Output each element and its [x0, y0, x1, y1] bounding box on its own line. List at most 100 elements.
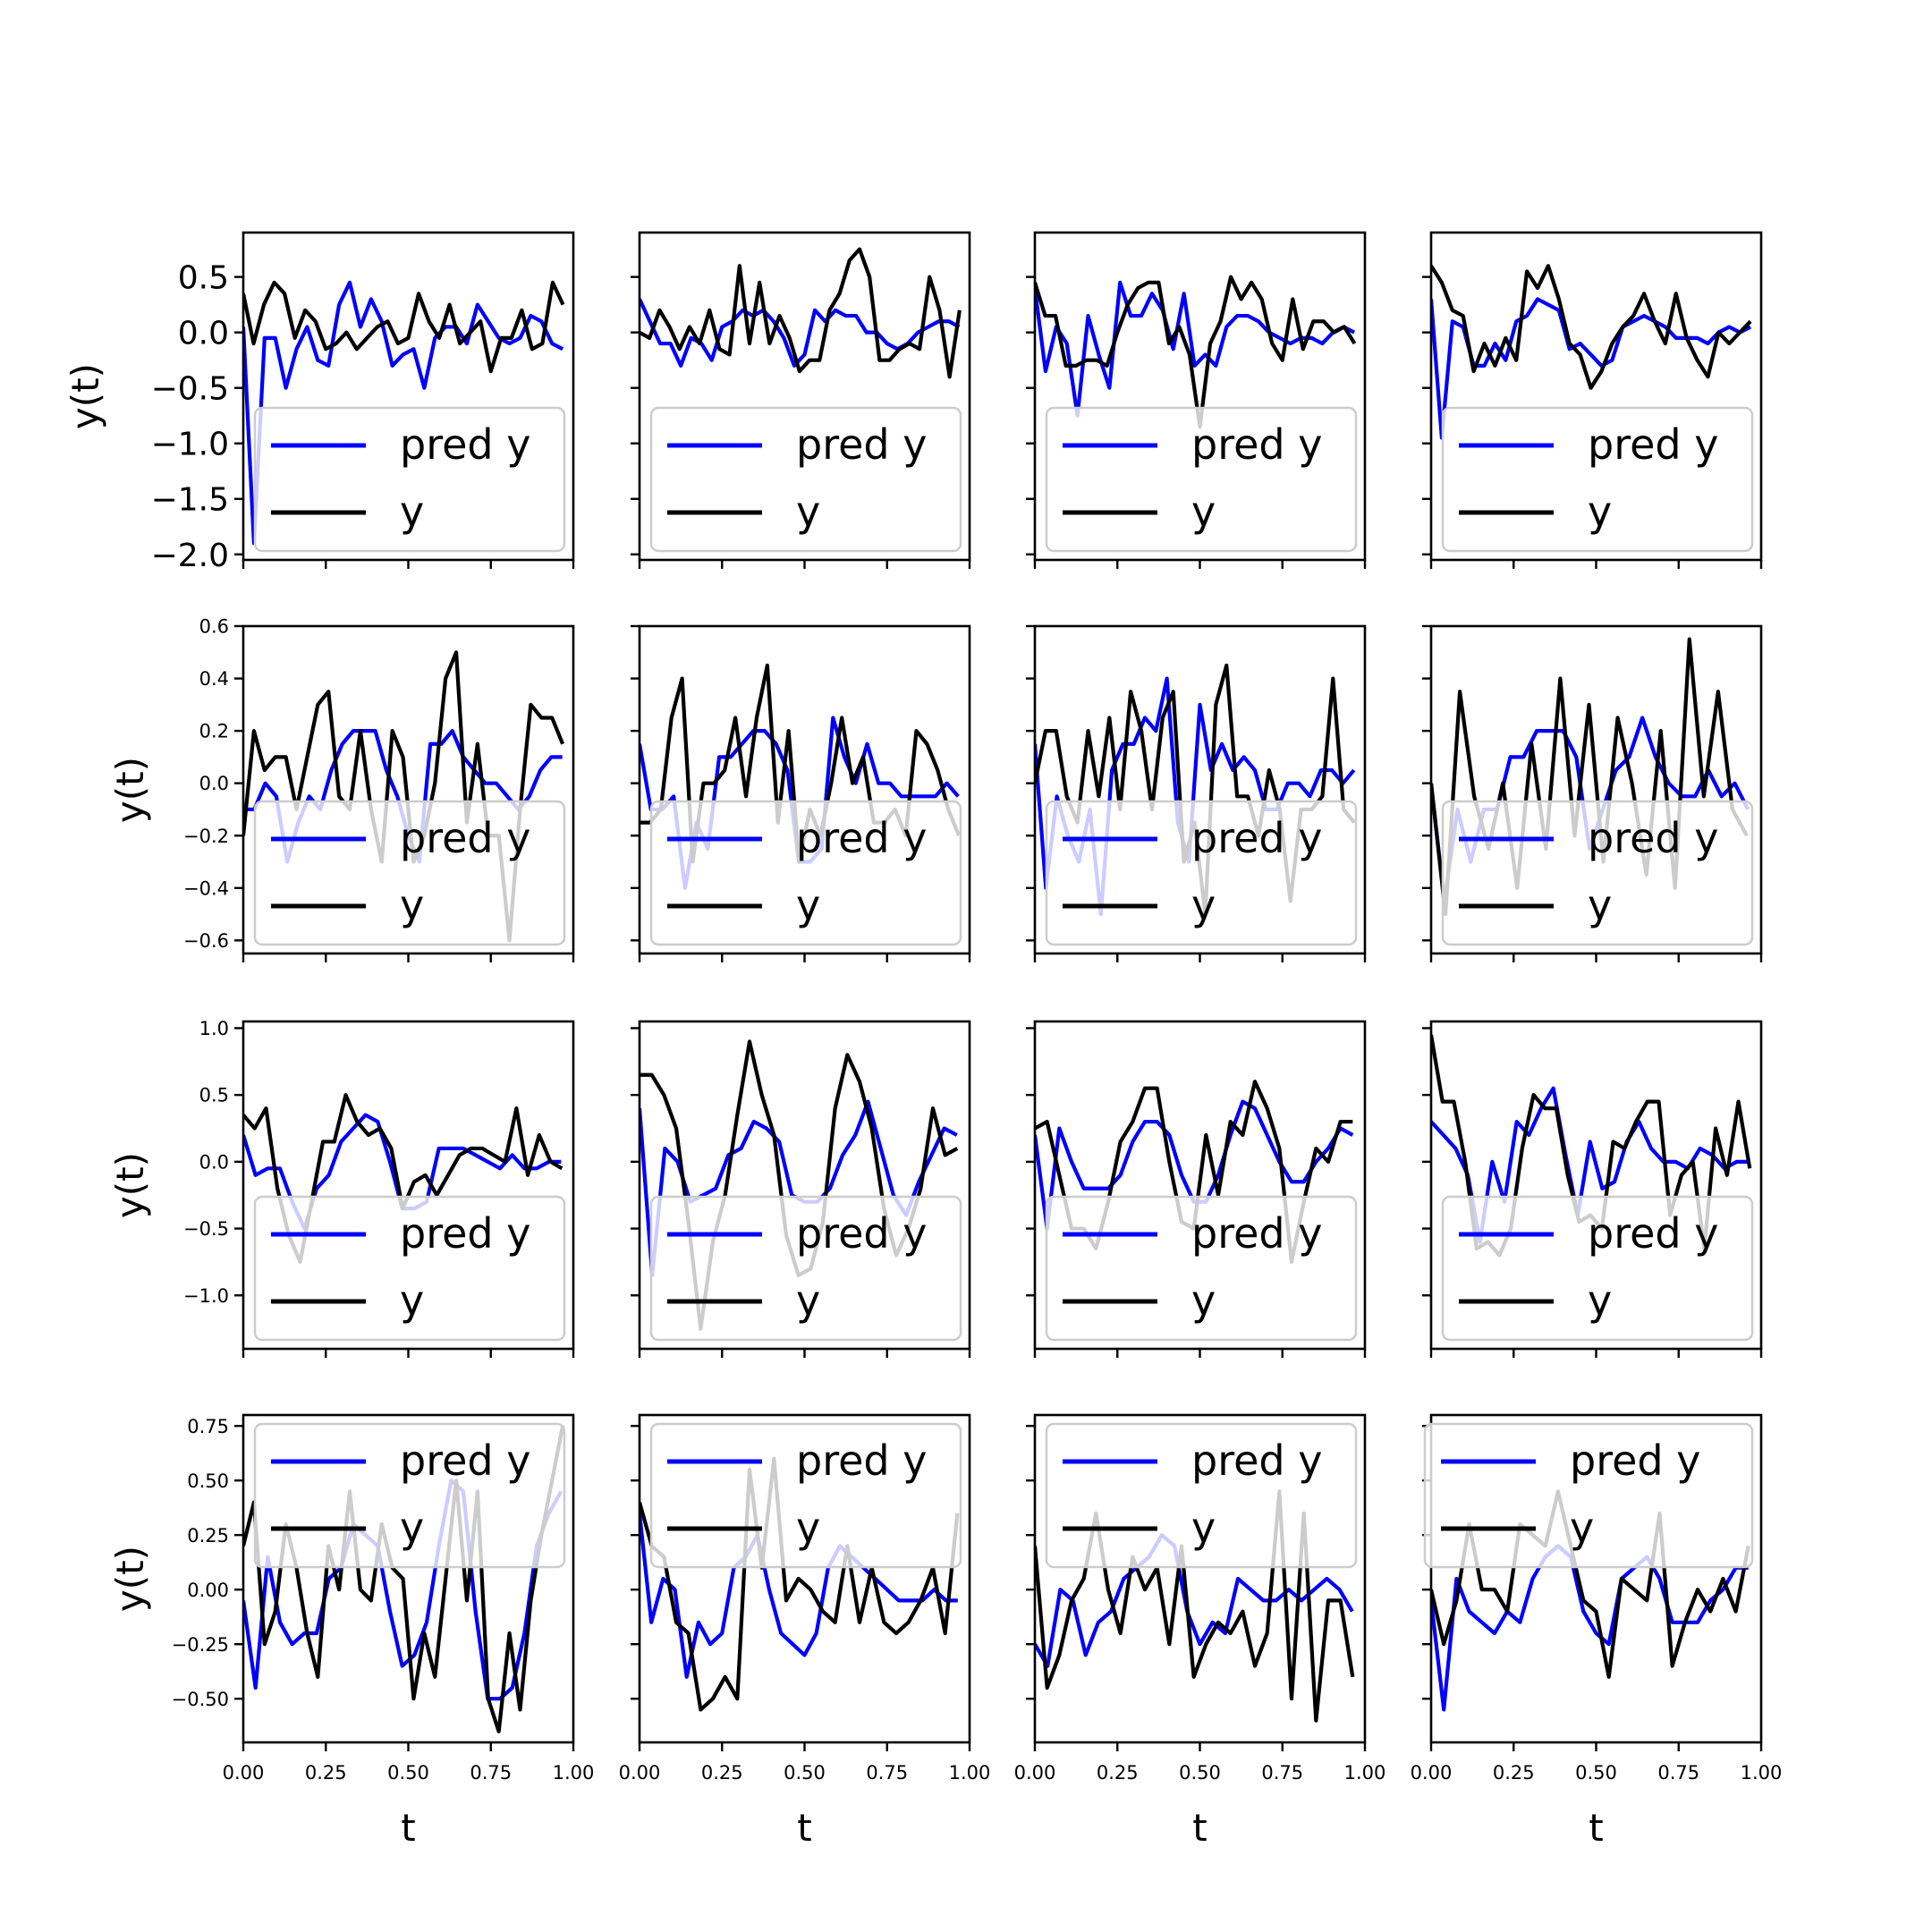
- subplot-r2-c3: pred y y: [1026, 624, 1367, 962]
- legend: pred y y: [649, 406, 962, 553]
- y-tick-label: 0.0: [199, 1151, 229, 1173]
- series-line-y: [1035, 275, 1357, 429]
- y-tick-label: 0.6: [199, 616, 229, 638]
- legend: pred y y: [1045, 1422, 1358, 1569]
- y-axis-label: y(t): [108, 1152, 152, 1218]
- legend-label: pred y: [400, 1436, 530, 1485]
- subplot-r2-c4: pred y y: [1422, 624, 1763, 962]
- legend-label: pred y: [1588, 1209, 1718, 1258]
- x-tick-label: 0.00: [1014, 1762, 1056, 1784]
- y-tick-label: 0.75: [187, 1416, 229, 1437]
- legend-label: y: [796, 881, 820, 929]
- y-tick-label: −1.0: [183, 1285, 229, 1307]
- x-tick-label: 0.00: [1411, 1762, 1453, 1784]
- x-tick-label: 1.00: [553, 1762, 595, 1784]
- subplot-r1-c4: pred y y: [1422, 231, 1763, 569]
- subplot-r1-c1: 0.5 0.0 −0.5 −1.0 −1.5 −2.0 y(t) pred y y: [64, 231, 575, 574]
- x-tick-label: 0.75: [1657, 1762, 1699, 1784]
- legend-label: pred y: [400, 814, 530, 862]
- y-tick-label: 0.2: [199, 721, 229, 742]
- legend: pred y y: [649, 800, 962, 946]
- x-tick-label: 1.00: [1344, 1762, 1386, 1784]
- legend-label: y: [400, 1276, 424, 1325]
- x-tick-label: 0.50: [387, 1762, 429, 1784]
- legend-label: pred y: [1191, 1209, 1322, 1258]
- x-tick-label: 0.00: [223, 1762, 265, 1784]
- legend-label: pred y: [1191, 814, 1322, 862]
- y-tick-label: −0.5: [183, 1218, 229, 1240]
- plot-area: [1431, 1489, 1750, 1712]
- y-axis-label: y(t): [108, 1546, 152, 1612]
- y-tick-label: 0.5: [199, 1085, 229, 1106]
- y-tick-label: −0.2: [183, 826, 229, 847]
- x-axis-label: t: [797, 1806, 811, 1850]
- legend-label: y: [1588, 1276, 1612, 1325]
- y-tick-label: 0.50: [187, 1470, 229, 1492]
- x-tick-label: 0.25: [701, 1762, 743, 1784]
- y-tick-label: −1.0: [151, 427, 229, 463]
- series-line-pred-y: [243, 1479, 564, 1701]
- subplot-r4-c3: 0.00 0.25 0.50 0.75 1.00 t pred y y: [1014, 1413, 1386, 1850]
- y-axis-label: y(t): [64, 363, 107, 429]
- subplot-r1-c2: pred y y: [631, 231, 971, 569]
- legend: pred y y: [1441, 800, 1754, 946]
- subplot-r3-c4: pred y y: [1422, 1020, 1763, 1358]
- legend: pred y y: [649, 1422, 962, 1569]
- plot-area: [243, 280, 565, 546]
- legend: pred y y: [1045, 406, 1358, 553]
- legend: pred y y: [253, 1422, 566, 1569]
- legend: pred y y: [253, 1195, 566, 1342]
- legend-label: y: [1191, 881, 1216, 929]
- legend-label: pred y: [796, 1209, 927, 1258]
- legend: pred y y: [1441, 406, 1754, 553]
- series-line-y: [1431, 1489, 1750, 1679]
- y-tick-label: 0.0: [199, 773, 229, 794]
- y-axis-label: y(t): [108, 757, 152, 823]
- x-tick-label: 1.00: [1741, 1762, 1783, 1784]
- legend-label: y: [400, 881, 424, 929]
- subplot-r2-c1: 0.6 0.4 0.2 0.0 −0.2 −0.4 −0.6 y(t) pred y y: [108, 616, 575, 962]
- y-tick-label: −0.5: [151, 371, 229, 408]
- subplot-r4-c1: 0.75 0.50 0.25 0.00 −0.25 −0.50 0.00 0.25 0.50 0.…: [108, 1413, 595, 1850]
- x-tick-label: 1.00: [949, 1762, 991, 1784]
- x-tick-label: 0.00: [619, 1762, 661, 1784]
- series-line-pred-y: [1431, 297, 1752, 440]
- y-tick-label: 0.00: [187, 1580, 229, 1601]
- legend-label: pred y: [1570, 1436, 1700, 1485]
- legend-label: pred y: [796, 1436, 927, 1485]
- x-axis-label: t: [1589, 1806, 1603, 1850]
- x-tick-label: 0.25: [305, 1762, 347, 1784]
- x-axis-label: t: [1192, 1806, 1207, 1850]
- y-tick-label: −1.5: [151, 482, 229, 519]
- y-tick-label: −0.25: [172, 1634, 229, 1656]
- y-tick-label: −2.0: [151, 538, 229, 574]
- x-tick-label: 0.50: [784, 1762, 826, 1784]
- y-tick-label: 0.4: [199, 668, 229, 690]
- series-line-y: [640, 247, 962, 379]
- subplot-r3-c3: pred y y: [1026, 1020, 1367, 1358]
- legend-label: pred y: [1588, 420, 1718, 469]
- legend-label: y: [796, 1276, 820, 1325]
- legend-label: y: [1588, 881, 1612, 929]
- legend: pred y y: [1441, 1195, 1754, 1342]
- legend-label: y: [1588, 487, 1612, 536]
- legend-label: y: [400, 1504, 424, 1552]
- subplot-r1-c3: pred y y: [1026, 231, 1367, 569]
- series-line-pred-y: [1431, 1544, 1749, 1712]
- legend-label: pred y: [1588, 814, 1718, 862]
- x-tick-label: 0.25: [1493, 1762, 1535, 1784]
- x-tick-label: 0.75: [1261, 1762, 1303, 1784]
- plot-area: [1035, 275, 1357, 429]
- legend: pred y y: [1045, 1195, 1358, 1342]
- legend: pred y y: [1423, 1422, 1754, 1569]
- series-line-y: [243, 280, 565, 374]
- subplot-r3-c1: 1.0 0.5 0.0 −0.5 −1.0 y(t) pred y y: [108, 1018, 575, 1358]
- plot-area: [640, 247, 962, 379]
- plot-area: [1431, 264, 1752, 440]
- subplot-r4-c2: 0.00 0.25 0.50 0.75 1.00 t pred y y: [619, 1413, 991, 1850]
- legend: pred y y: [1045, 800, 1358, 946]
- y-tick-label: 0.25: [187, 1525, 229, 1546]
- series-line-pred-y: [243, 280, 564, 546]
- plot-area: [640, 1456, 960, 1712]
- y-tick-label: −0.50: [172, 1689, 229, 1710]
